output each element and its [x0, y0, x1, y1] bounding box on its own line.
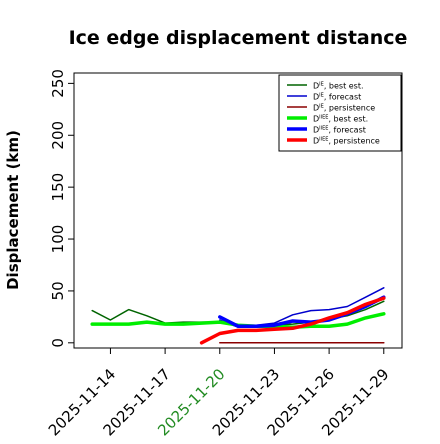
legend-superscript: IE	[319, 93, 324, 99]
y-tick-label: 150	[49, 173, 67, 202]
legend-entry: DIE, persistence	[313, 104, 375, 113]
legend-superscript: IE	[319, 104, 324, 110]
legend-superscript: IIEE	[319, 115, 328, 121]
legend-desc: , best est.	[328, 115, 368, 124]
y-tick-label: 50	[49, 281, 67, 300]
legend-entry: DIIEE, forecast	[313, 126, 366, 135]
legend-entry: DIIEE, persistence	[313, 137, 380, 146]
legend-superscript: IIEE	[319, 137, 328, 143]
legend-symbol: D	[313, 137, 319, 146]
legend-superscript: IIEE	[319, 126, 328, 132]
legend-superscript: IE	[319, 82, 324, 88]
legend-entry: DIIEE, best est.	[313, 115, 368, 124]
chart-title: Ice edge displacement distance	[69, 27, 408, 49]
legend-symbol: D	[313, 115, 319, 124]
legend-symbol: D	[313, 82, 319, 91]
legend-desc: , forecast	[328, 126, 365, 135]
legend-entry: DIE, forecast	[313, 93, 361, 102]
y-tick-label: 100	[49, 225, 67, 254]
legend-desc: , forecast	[324, 93, 361, 102]
y-tick-label: 250	[49, 69, 67, 98]
y-axis-label: Displacement (km)	[4, 130, 22, 290]
y-tick-label: 0	[49, 338, 67, 348]
legend-symbol: D	[313, 126, 319, 135]
legend-entry: DIE, best est.	[313, 82, 364, 91]
y-tick-label: 200	[49, 121, 67, 150]
legend-symbol: D	[313, 104, 319, 113]
legend-desc: , persistence	[324, 104, 375, 113]
legend-desc: , best est.	[324, 82, 364, 91]
legend-symbol: D	[313, 93, 319, 102]
series-layer	[90, 287, 386, 345]
plot-frame	[73, 72, 403, 349]
series-line-5	[199, 296, 386, 345]
legend-desc: , persistence	[328, 137, 379, 146]
